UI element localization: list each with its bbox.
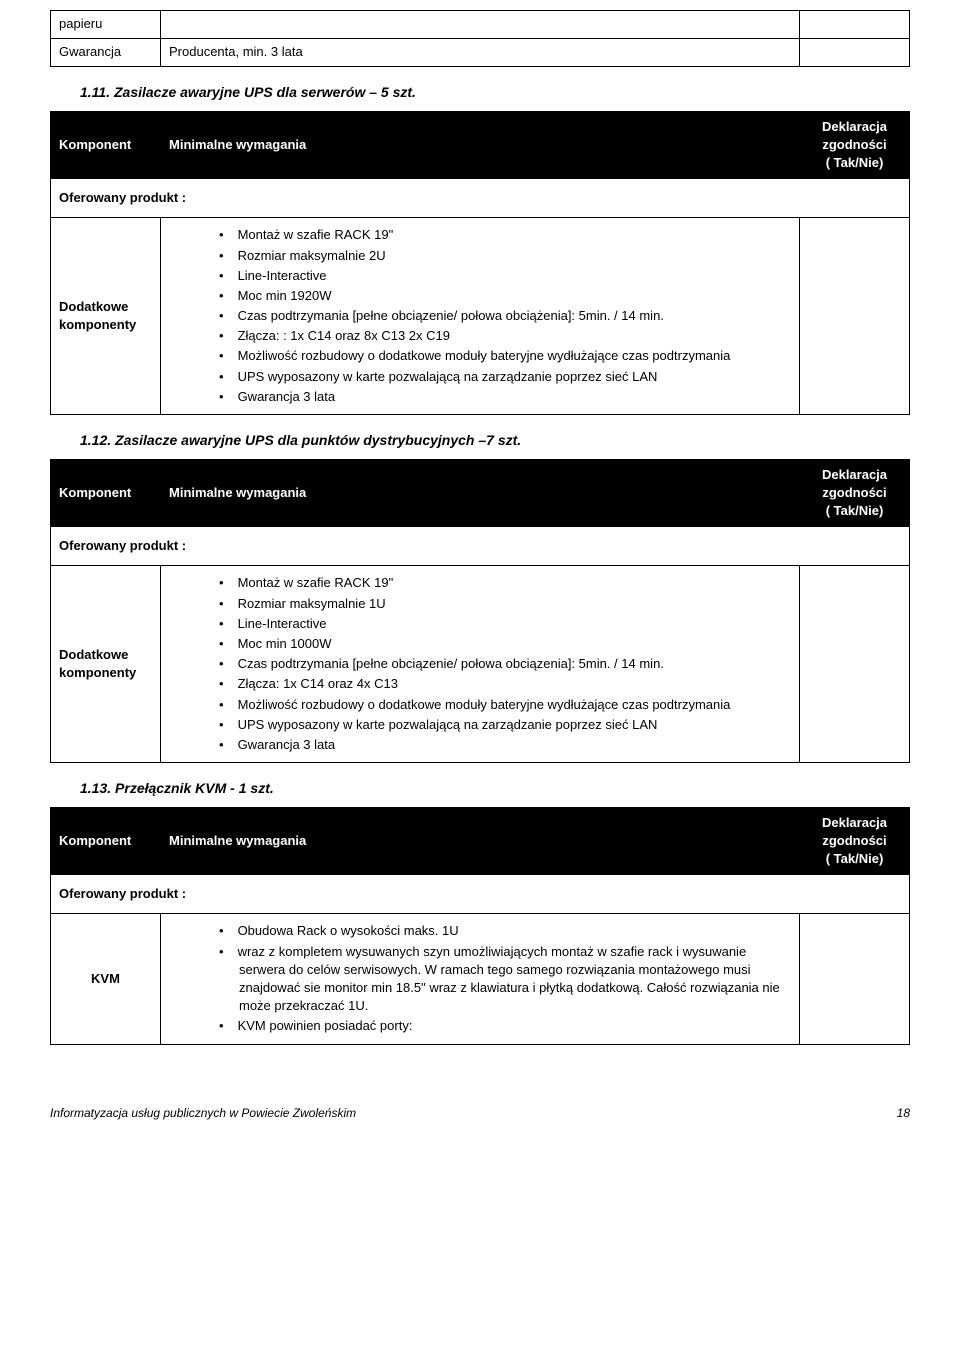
bullet: KVM powinien posiadać porty: xyxy=(169,1017,791,1035)
row-label: KVM xyxy=(51,914,161,1044)
bullet: Rozmiar maksymalnie 2U xyxy=(169,247,791,265)
header-komponent: Komponent xyxy=(51,111,161,179)
section-heading-1-11: 1.11. Zasilacze awaryjne UPS dla serweró… xyxy=(80,83,910,103)
bullet: Montaż w szafie RACK 19" xyxy=(169,226,791,244)
spec-row: KVM Obudowa Rack o wysokości maks. 1U wr… xyxy=(51,914,910,1044)
bullets-cell: Obudowa Rack o wysokości maks. 1U wraz z… xyxy=(161,914,800,1044)
table-row: papieru xyxy=(51,11,910,39)
bullet: Rozmiar maksymalnie 1U xyxy=(169,595,791,613)
header-deklaracja: Deklaracja zgodności ( Tak/Nie) xyxy=(800,111,910,179)
bullet: Gwarancja 3 lata xyxy=(169,736,791,754)
offered-product-cell: Oferowany produkt : xyxy=(51,179,910,218)
header-komponent: Komponent xyxy=(51,459,161,527)
bullets-cell: Montaż w szafie RACK 19" Rozmiar maksyma… xyxy=(161,566,800,763)
row-label: Dodatkowe komponenty xyxy=(51,218,161,415)
bullet: Moc min 1000W xyxy=(169,635,791,653)
table-header-row: Komponent Minimalne wymagania Deklaracja… xyxy=(51,459,910,527)
footer-left: Informatyzacja usług publicznych w Powie… xyxy=(50,1105,356,1122)
cell xyxy=(161,11,800,39)
declaration-cell xyxy=(800,218,910,415)
bullets-cell: Montaż w szafie RACK 19" Rozmiar maksyma… xyxy=(161,218,800,415)
bullet: Gwarancja 3 lata xyxy=(169,388,791,406)
header-minimalne: Minimalne wymagania xyxy=(161,807,800,875)
bullet: Możliwość rozbudowy o dodatkowe moduły b… xyxy=(169,347,791,365)
table-header-row: Komponent Minimalne wymagania Deklaracja… xyxy=(51,807,910,875)
bullet: Czas podtrzymania [pełne obciązenie/ poł… xyxy=(169,307,791,325)
cell xyxy=(800,39,910,67)
offered-product-row: Oferowany produkt : xyxy=(51,527,910,566)
hdr-line: ( Tak/Nie) xyxy=(826,851,884,866)
top-partial-table: papieru Gwarancja Producenta, min. 3 lat… xyxy=(50,10,910,67)
header-minimalne: Minimalne wymagania xyxy=(161,111,800,179)
header-deklaracja: Deklaracja zgodności ( Tak/Nie) xyxy=(800,807,910,875)
bullet: UPS wyposazony w karte pozwalającą na za… xyxy=(169,368,791,386)
cell: Gwarancja xyxy=(51,39,161,67)
bullets-list: Montaż w szafie RACK 19" Rozmiar maksyma… xyxy=(169,226,791,406)
hdr-line: Deklaracja xyxy=(822,815,887,830)
cell xyxy=(800,11,910,39)
hdr-line: Deklaracja xyxy=(822,119,887,134)
table-row: Gwarancja Producenta, min. 3 lata xyxy=(51,39,910,67)
hdr-line: zgodności xyxy=(822,485,886,500)
hdr-line: Deklaracja xyxy=(822,467,887,482)
bullet: Obudowa Rack o wysokości maks. 1U xyxy=(169,922,791,940)
spec-table-1-13: Komponent Minimalne wymagania Deklaracja… xyxy=(50,807,910,1045)
header-deklaracja: Deklaracja zgodności ( Tak/Nie) xyxy=(800,459,910,527)
cell: papieru xyxy=(51,11,161,39)
offered-product-cell: Oferowany produkt : xyxy=(51,527,910,566)
bullets-list: Obudowa Rack o wysokości maks. 1U wraz z… xyxy=(169,922,791,1035)
spec-table-1-11: Komponent Minimalne wymagania Deklaracja… xyxy=(50,111,910,415)
page-footer: Informatyzacja usług publicznych w Powie… xyxy=(50,1105,910,1122)
spec-row: Dodatkowe komponenty Montaż w szafie RAC… xyxy=(51,566,910,763)
bullet: Line-Interactive xyxy=(169,615,791,633)
bullet: Montaż w szafie RACK 19" xyxy=(169,574,791,592)
row-label: Dodatkowe komponenty xyxy=(51,566,161,763)
hdr-line: zgodności xyxy=(822,137,886,152)
section-heading-1-12: 1.12. Zasilacze awaryjne UPS dla punktów… xyxy=(80,431,910,451)
bullets-list: Montaż w szafie RACK 19" Rozmiar maksyma… xyxy=(169,574,791,754)
declaration-cell xyxy=(800,566,910,763)
footer-page-number: 18 xyxy=(897,1105,910,1122)
bullet: Line-Interactive xyxy=(169,267,791,285)
bullet: wraz z kompletem wysuwanych szyn umożliw… xyxy=(169,943,791,1016)
bullet: Czas podtrzymania [pełne obciązenie/ poł… xyxy=(169,655,791,673)
offered-product-row: Oferowany produkt : xyxy=(51,875,910,914)
bullet: Złącza: 1x C14 oraz 4x C13 xyxy=(169,675,791,693)
header-minimalne: Minimalne wymagania xyxy=(161,459,800,527)
offered-product-row: Oferowany produkt : xyxy=(51,179,910,218)
cell: Producenta, min. 3 lata xyxy=(161,39,800,67)
table-header-row: Komponent Minimalne wymagania Deklaracja… xyxy=(51,111,910,179)
bullet: Złącza: : 1x C14 oraz 8x C13 2x C19 xyxy=(169,327,791,345)
offered-product-cell: Oferowany produkt : xyxy=(51,875,910,914)
spec-row: Dodatkowe komponenty Montaż w szafie RAC… xyxy=(51,218,910,415)
header-komponent: Komponent xyxy=(51,807,161,875)
spec-table-1-12: Komponent Minimalne wymagania Deklaracja… xyxy=(50,459,910,763)
hdr-line: ( Tak/Nie) xyxy=(826,503,884,518)
bullet: Możliwość rozbudowy o dodatkowe moduły b… xyxy=(169,696,791,714)
declaration-cell xyxy=(800,914,910,1044)
bullet: Moc min 1920W xyxy=(169,287,791,305)
section-heading-1-13: 1.13. Przełącznik KVM - 1 szt. xyxy=(80,779,910,799)
bullet: UPS wyposazony w karte pozwalającą na za… xyxy=(169,716,791,734)
hdr-line: ( Tak/Nie) xyxy=(826,155,884,170)
hdr-line: zgodności xyxy=(822,833,886,848)
